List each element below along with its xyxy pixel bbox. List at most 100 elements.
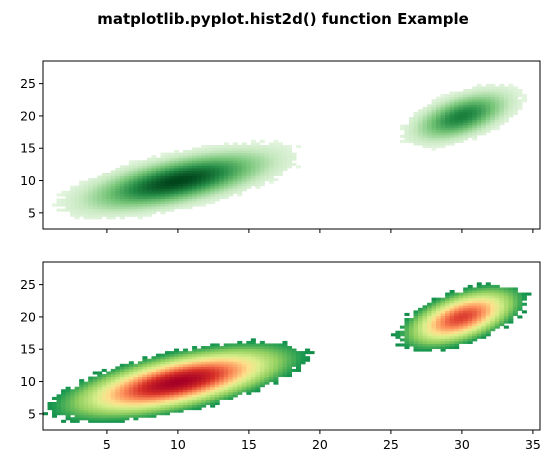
top-heatmap-cell [155, 162, 161, 166]
top-heatmap-cell [494, 104, 500, 108]
bottom-heatmap-cell [210, 348, 216, 352]
top-heatmap-cell [110, 216, 116, 220]
bottom-heatmap-cell [178, 386, 184, 390]
bottom-heatmap-cell [164, 366, 171, 370]
bottom-heatmap-cell [160, 368, 166, 372]
bottom-heatmap-cell [268, 368, 274, 372]
bottom-heatmap-cell [237, 374, 243, 378]
bottom-heatmap-cell [146, 379, 152, 383]
bottom-heatmap-cell [458, 328, 464, 332]
top-heatmap-cell [101, 203, 107, 207]
bottom-heatmap-cell [79, 384, 85, 388]
bottom-heatmap-cell [250, 343, 256, 347]
top-heatmap-cell [485, 83, 491, 87]
top-heatmap-cell [458, 109, 464, 113]
bottom-heatmap-cell [463, 323, 469, 327]
bottom-heatmap-cell [187, 396, 193, 400]
top-heatmap-cell [88, 208, 94, 212]
bottom-heatmap-cell [413, 310, 419, 314]
bottom-heatmap-cell [494, 320, 500, 324]
bottom-heatmap-cell [427, 302, 433, 306]
top-heatmap-cell [128, 178, 134, 182]
top-heatmap-cell [128, 160, 134, 164]
bottom-heatmap-cell [164, 386, 171, 390]
top-heatmap-cell [241, 165, 247, 169]
bottom-heatmap-cell [228, 396, 234, 400]
top-heatmap-cell [187, 201, 193, 205]
top-heatmap-cell [88, 188, 94, 192]
bottom-heatmap-cell [232, 343, 238, 347]
top-heatmap-cell [418, 109, 424, 113]
top-heatmap-cell [494, 99, 500, 103]
bottom-heatmap-cell [296, 361, 302, 365]
top-heatmap-cell [137, 201, 143, 205]
top-heatmap-cell [151, 155, 157, 159]
top-heatmap-cell [458, 119, 464, 123]
bottom-heatmap-cell [133, 389, 139, 393]
bottom-heatmap-cell [445, 307, 451, 311]
bottom-heatmap-cell [210, 389, 216, 393]
bottom-heatmap-cell [241, 366, 247, 370]
top-heatmap-cell [192, 198, 198, 202]
bottom-heatmap-cell [223, 379, 229, 383]
bottom-heatmap-cell [187, 353, 193, 357]
bottom-heatmap-cell [427, 310, 433, 314]
top-heatmap-cell [92, 213, 98, 217]
top-heatmap-cell [273, 160, 279, 164]
top-heatmap-cell [458, 91, 464, 95]
bottom-heatmap-cell [454, 295, 460, 299]
bottom-heatmap-cell [201, 358, 207, 362]
top-heatmap-cell [250, 155, 256, 159]
top-heatmap-cell [427, 114, 433, 118]
bottom-heatmap-cell [512, 297, 518, 301]
top-heatmap-cell [273, 142, 279, 146]
bottom-heatmap-cell [187, 358, 193, 362]
bottom-heatmap-cell [422, 338, 428, 342]
top-heatmap-cell [164, 206, 171, 210]
bottom-heatmap-cell [418, 346, 424, 350]
bottom-heatmap-cell [119, 399, 125, 403]
top-heatmap-cell [277, 152, 283, 156]
bottom-heatmap-cell [201, 394, 207, 398]
bottom-heatmap-cell [246, 381, 252, 385]
bottom-heatmap-cell [422, 328, 428, 332]
bottom-heatmap-cell [476, 282, 482, 286]
top-heatmap-cell [178, 188, 184, 192]
top-heatmap-cell [264, 170, 270, 174]
top-heatmap-cell [296, 145, 302, 149]
top-heatmap-cell [119, 208, 125, 212]
bottom-heatmap-cell [454, 328, 460, 332]
bottom-heatmap-cell [106, 374, 112, 378]
top-heatmap-cell [467, 111, 473, 115]
bottom-heatmap-cell [300, 358, 306, 362]
top-heatmap-cell [458, 134, 464, 138]
top-heatmap-cell [223, 142, 229, 146]
bottom-heatmap-cell [65, 394, 71, 398]
top-heatmap-cell [422, 129, 428, 133]
bottom-heatmap-cell [124, 366, 130, 370]
bottom-heatmap-cell [467, 292, 473, 296]
bottom-heatmap-cell [436, 328, 442, 332]
bottom-heatmap-cell [499, 305, 505, 309]
bottom-heatmap-cell [413, 325, 419, 329]
bottom-heatmap-cell [92, 417, 98, 421]
top-heatmap-cell [146, 193, 152, 197]
bottom-heatmap-cell [155, 353, 161, 357]
bottom-heatmap-cell [124, 391, 130, 395]
top-heatmap-cell [512, 111, 518, 115]
bottom-heatmap-cell [83, 389, 89, 393]
bottom-heatmap-cell [259, 379, 265, 383]
bottom-heatmap-cell [517, 295, 523, 299]
bottom-heatmap-cell [259, 358, 265, 362]
bottom-heatmap-cell [268, 376, 274, 380]
bottom-heatmap-cell [196, 399, 202, 403]
bottom-heatmap-cell [151, 374, 157, 378]
bottom-heatmap-cell [467, 315, 473, 319]
bottom-heatmap-cell [508, 290, 514, 294]
top-heatmap-cell [146, 206, 152, 210]
bottom-heatmap-cell [508, 318, 514, 322]
bottom-heatmap-cell [61, 409, 67, 413]
top-heatmap-cell [110, 201, 116, 205]
bottom-heatmap-cell [196, 391, 202, 395]
bottom-heatmap-cell [169, 407, 175, 411]
